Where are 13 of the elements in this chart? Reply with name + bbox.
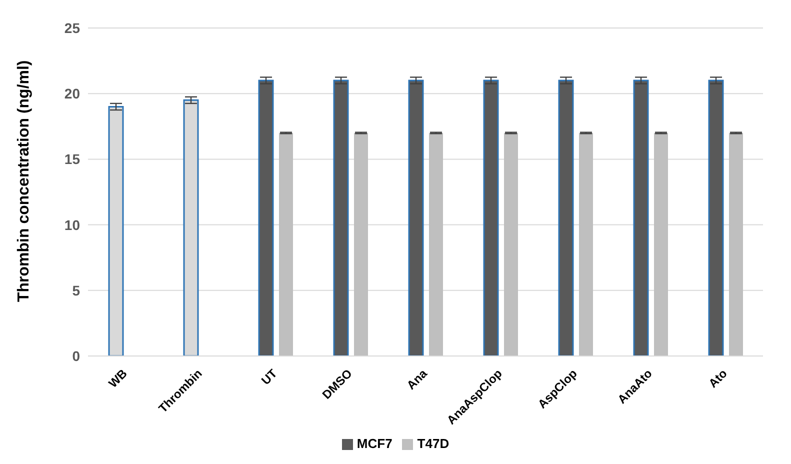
x-tick-label: WB <box>106 366 130 391</box>
x-tick-label: UT <box>258 366 280 388</box>
y-tick-label: 15 <box>64 151 80 168</box>
y-tick-label: 25 <box>64 20 80 36</box>
y-tick-label: 0 <box>72 348 80 364</box>
y-axis-title: Thrombin concentration (ng/ml) <box>16 60 33 302</box>
y-tick-label: 20 <box>64 86 80 102</box>
legend-label: T47D <box>417 436 450 451</box>
y-tick-label: 10 <box>64 216 80 233</box>
y-tick-label: 5 <box>72 282 80 298</box>
x-tick-label: Ana <box>404 366 430 392</box>
legend-label: MCF7 <box>356 436 392 451</box>
x-tick-label: Ato <box>706 366 730 391</box>
